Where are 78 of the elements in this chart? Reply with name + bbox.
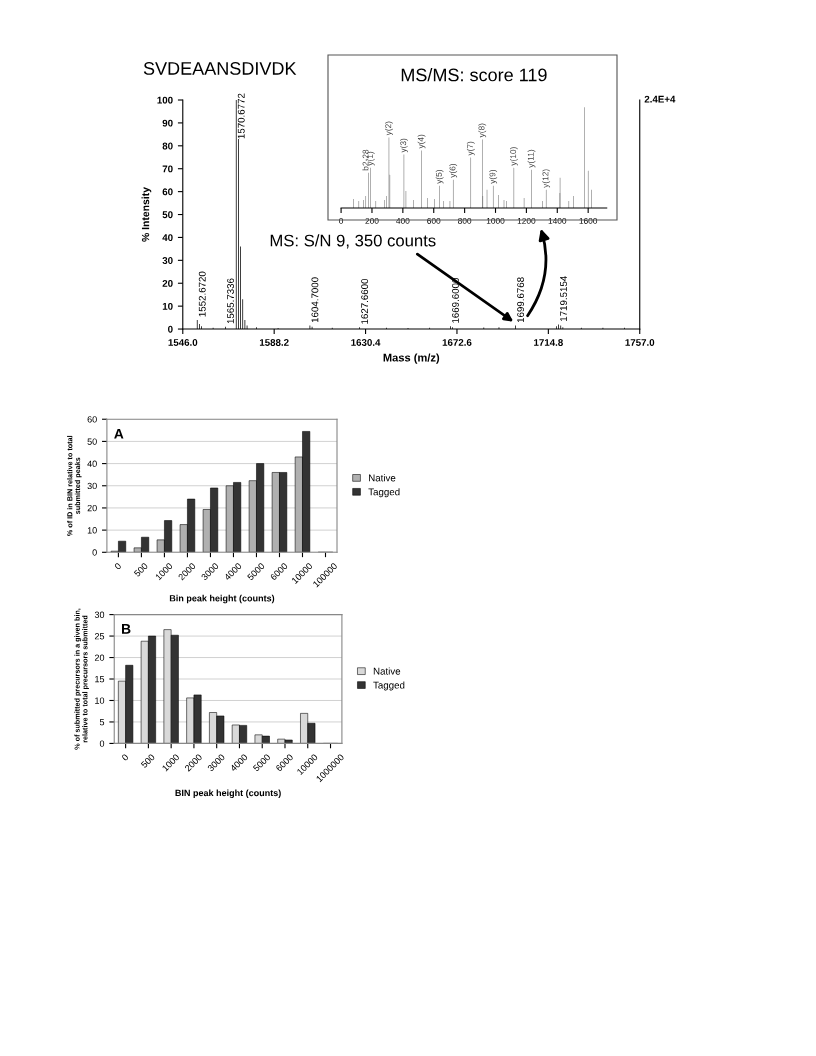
y-tick-label: 5 (99, 719, 105, 726)
annotation: 1627.6600 (361, 278, 369, 324)
annotation: B (122, 624, 131, 634)
y-tick-label: 60 (162, 188, 173, 196)
x-tick-label: 1600 (579, 217, 598, 224)
annotation: y(2) (385, 121, 393, 136)
y-tick-label: 30 (94, 611, 105, 618)
legend-label: Tagged (368, 488, 400, 498)
legend-label: Native (369, 474, 396, 482)
y-tick-label: 20 (162, 279, 173, 287)
annotation: y(4) (417, 134, 426, 149)
x-axis-title: Mass (m/z) (383, 353, 440, 364)
x-tick-label: 800 (458, 217, 472, 224)
x-tick-label: 1000 (486, 217, 505, 224)
annotation: y(5) (435, 169, 444, 184)
text: 2.4E+4 (644, 95, 676, 103)
x-tick-label: 1200 (517, 217, 536, 224)
y-tick-label: 20 (94, 654, 105, 661)
y-tick-label: 10 (87, 527, 97, 534)
annotation: A (114, 429, 124, 439)
x-tick-label: 1546.0 (168, 339, 198, 346)
y-tick-label: 20 (87, 504, 97, 512)
x-tick-label: 600 (427, 217, 441, 224)
annotation: y(10) (510, 147, 518, 166)
y-axis-title: % Intensity (141, 187, 152, 242)
annotation: y(11) (527, 149, 536, 168)
y-tick-label: 0 (92, 549, 97, 556)
y-tick-label: 25 (94, 633, 105, 640)
x-tick-label: 1400 (548, 217, 567, 224)
x-tick-label: 1757.0 (625, 339, 655, 346)
y-tick-label: 90 (162, 119, 173, 127)
chart-title: SVDEAANSDIVDK (143, 62, 297, 75)
y-tick-label: 40 (87, 460, 97, 467)
x-tick-label: 400 (396, 217, 410, 224)
y-tick-label: 10 (162, 302, 173, 310)
y-tick-label: 100 (157, 96, 173, 104)
y-tick-label: 10 (95, 697, 105, 704)
annotation: 1552.6720 (198, 271, 206, 317)
y-tick-label: 50 (162, 211, 173, 219)
x-tick-label: 1714.8 (534, 339, 563, 346)
annotation: 1565.7336 (227, 278, 234, 324)
x-tick-label: 0 (114, 562, 122, 570)
x-tick-label: 500 (133, 562, 149, 578)
x-tick-label: 0 (339, 217, 344, 224)
y-tick-label: 15 (95, 676, 105, 683)
legend-label: Tagged (373, 681, 405, 691)
y-tick-label: 80 (162, 142, 173, 150)
annotation: y(9) (489, 169, 498, 184)
x-tick-label: 1588.2 (259, 339, 289, 346)
x-tick-label: 200 (365, 217, 379, 224)
annotation: y(7) (466, 141, 475, 156)
x-axis-title: BIN peak height (counts) (175, 789, 281, 798)
y-tick-label: 70 (162, 165, 173, 173)
chart-title: MS/MS: score 119 (401, 68, 547, 82)
annotation: y(1) (366, 151, 375, 166)
annotation: 1719.5154 (560, 276, 567, 321)
y-tick-label: 0 (168, 325, 173, 333)
x-tick-label: 1672.6 (442, 339, 472, 346)
y-tick-label: 40 (162, 234, 173, 242)
annotation: y(12) (542, 169, 551, 188)
y-tick-label: 0 (99, 740, 105, 747)
annotation: 1699.6768 (517, 277, 525, 323)
y-tick-label: 60 (87, 416, 97, 423)
x-tick-label: 500 (140, 753, 156, 769)
y-tick-label: 30 (162, 257, 173, 264)
annotation: y(8) (478, 123, 487, 138)
legend-label: Native (373, 667, 401, 675)
x-axis-title: Bin peak height (counts) (169, 594, 275, 604)
y-tick-label: 30 (87, 482, 97, 490)
annotation: 1570.6772 (237, 93, 245, 139)
x-tick-label: 1630.4 (351, 339, 381, 346)
annotation: b2-28 (362, 149, 369, 171)
annotation: y(6) (449, 163, 458, 178)
annotation: y(3) (400, 138, 408, 153)
annotation: 1604.7000 (311, 277, 319, 323)
x-tick-label: 0 (121, 753, 129, 762)
annotation: MS: S/N 9, 350 counts (270, 234, 436, 249)
y-tick-label: 50 (87, 438, 97, 445)
